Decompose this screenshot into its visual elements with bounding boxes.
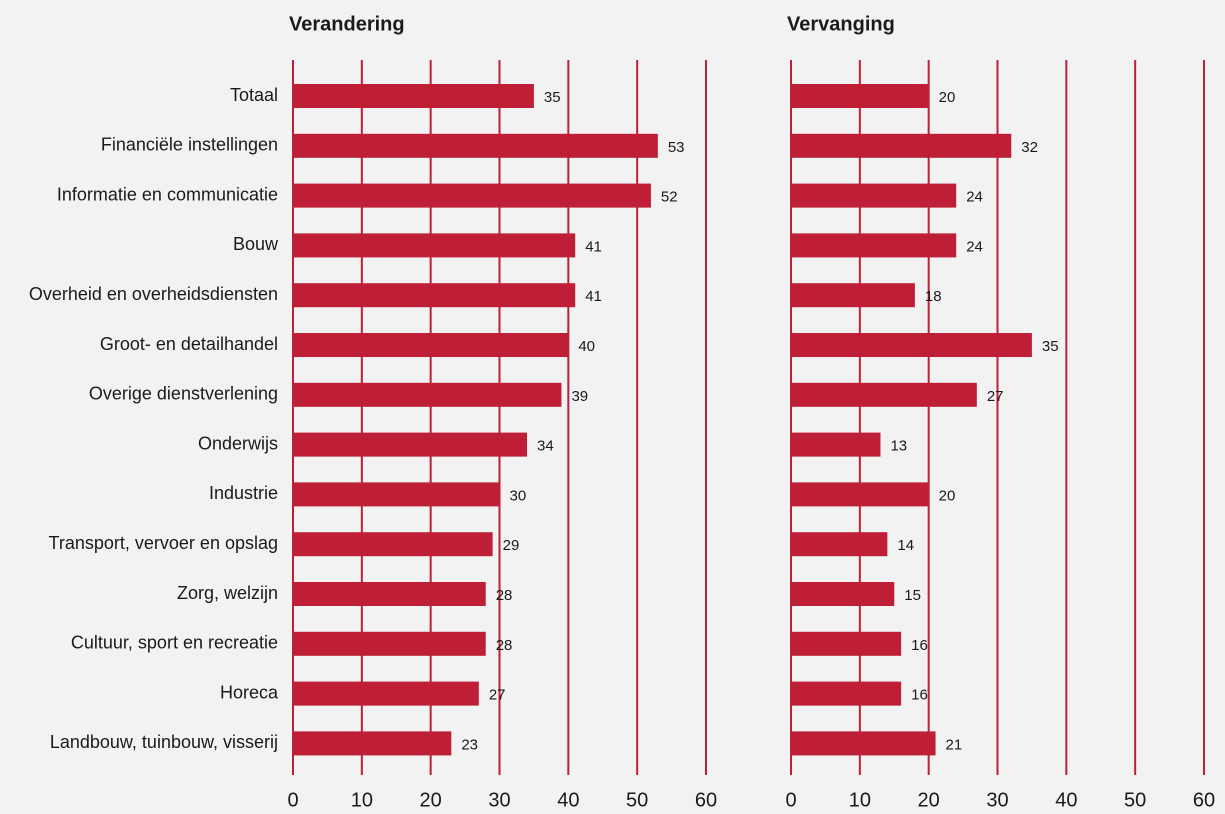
value-label: 41 bbox=[585, 288, 602, 305]
bar bbox=[791, 482, 929, 507]
x-tick-label: 60 bbox=[695, 789, 717, 811]
value-label: 16 bbox=[911, 637, 928, 654]
category-label: Overige dienstverlening bbox=[89, 384, 278, 404]
bar bbox=[791, 183, 957, 208]
x-tick-label: 50 bbox=[626, 789, 648, 811]
bar bbox=[293, 133, 658, 158]
bar bbox=[293, 233, 576, 258]
category-label: Landbouw, tuinbouw, visserij bbox=[50, 732, 278, 752]
category-label: Zorg, welzijn bbox=[177, 583, 278, 603]
bar bbox=[293, 183, 651, 208]
bar bbox=[791, 233, 957, 258]
bar bbox=[791, 631, 902, 656]
bar bbox=[293, 631, 486, 656]
value-label: 20 bbox=[939, 487, 956, 504]
chart-title: Verandering bbox=[289, 13, 405, 35]
value-label: 27 bbox=[987, 388, 1004, 405]
x-tick-label: 30 bbox=[488, 789, 510, 811]
x-tick-label: 40 bbox=[557, 789, 579, 811]
value-label: 28 bbox=[496, 587, 513, 604]
value-label: 35 bbox=[544, 89, 561, 106]
bar bbox=[791, 382, 977, 407]
x-tick-label: 0 bbox=[287, 789, 298, 811]
value-label: 20 bbox=[939, 89, 956, 106]
value-label: 52 bbox=[661, 189, 678, 206]
value-label: 24 bbox=[966, 238, 983, 255]
value-label: 13 bbox=[890, 438, 907, 455]
category-label: Cultuur, sport en recreatie bbox=[71, 633, 278, 653]
category-label: Bouw bbox=[233, 234, 279, 254]
category-label: Industrie bbox=[209, 483, 278, 503]
category-label: Groot- en detailhandel bbox=[100, 334, 278, 354]
x-tick-label: 20 bbox=[918, 789, 940, 811]
bar bbox=[791, 133, 1012, 158]
bar bbox=[293, 731, 452, 756]
bar bbox=[791, 681, 902, 706]
bar bbox=[293, 283, 576, 308]
bar bbox=[293, 333, 569, 357]
bar bbox=[293, 532, 493, 557]
bar bbox=[293, 84, 534, 108]
x-tick-label: 30 bbox=[986, 789, 1008, 811]
bar bbox=[791, 582, 895, 606]
value-label: 32 bbox=[1021, 139, 1038, 156]
bar bbox=[791, 731, 936, 756]
x-tick-label: 20 bbox=[420, 789, 442, 811]
value-label: 27 bbox=[489, 687, 506, 704]
category-label: Transport, vervoer en opslag bbox=[49, 533, 278, 553]
bar bbox=[293, 681, 479, 706]
bar bbox=[293, 432, 528, 457]
x-tick-label: 10 bbox=[849, 789, 871, 811]
x-tick-label: 50 bbox=[1124, 789, 1146, 811]
bar bbox=[791, 432, 881, 457]
value-label: 28 bbox=[496, 637, 513, 654]
bar bbox=[293, 582, 486, 606]
category-label: Onderwijs bbox=[198, 433, 278, 453]
value-label: 21 bbox=[946, 736, 963, 753]
value-label: 53 bbox=[668, 139, 685, 156]
value-label: 16 bbox=[911, 687, 928, 704]
category-label: Totaal bbox=[230, 85, 278, 105]
category-label: Horeca bbox=[220, 682, 279, 702]
value-label: 29 bbox=[503, 537, 520, 554]
category-label: Financiële instellingen bbox=[101, 135, 278, 155]
value-label: 24 bbox=[966, 189, 983, 206]
bar bbox=[293, 482, 500, 507]
category-label: Informatie en communicatie bbox=[57, 184, 278, 204]
bar bbox=[791, 84, 929, 108]
value-label: 23 bbox=[461, 736, 478, 753]
x-tick-label: 40 bbox=[1055, 789, 1077, 811]
value-label: 39 bbox=[571, 388, 588, 405]
category-label: Overheid en overheidsdiensten bbox=[29, 284, 278, 304]
value-label: 35 bbox=[1042, 338, 1059, 355]
x-tick-label: 10 bbox=[351, 789, 373, 811]
bar bbox=[293, 382, 562, 407]
x-tick-label: 0 bbox=[785, 789, 796, 811]
value-label: 41 bbox=[585, 238, 602, 255]
x-tick-label: 60 bbox=[1193, 789, 1215, 811]
bar bbox=[791, 532, 888, 557]
value-label: 18 bbox=[925, 288, 942, 305]
value-label: 34 bbox=[537, 438, 554, 455]
value-label: 14 bbox=[897, 537, 914, 554]
bar bbox=[791, 283, 915, 308]
bar bbox=[791, 333, 1032, 357]
value-label: 15 bbox=[904, 587, 921, 604]
value-label: 40 bbox=[578, 338, 595, 355]
chart-title: Vervanging bbox=[787, 13, 895, 35]
value-label: 30 bbox=[510, 487, 527, 504]
